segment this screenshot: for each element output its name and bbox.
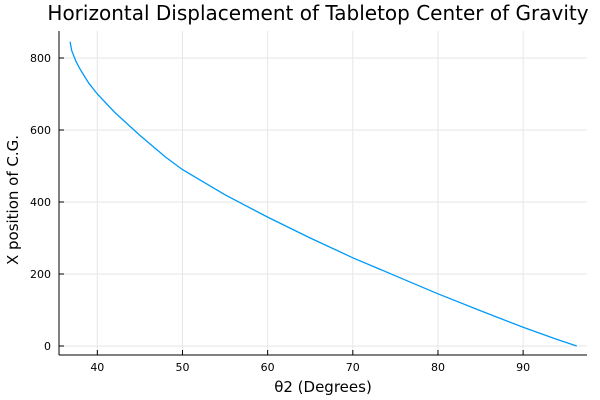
x-tick-label: 40	[90, 361, 104, 374]
ticks: 40 50 60 70 80 90 0 200 400 600 800	[30, 52, 530, 374]
chart-title: Horizontal Displacement of Tabletop Cent…	[47, 1, 588, 25]
x-tick-label: 90	[516, 361, 530, 374]
y-tick-label: 400	[30, 196, 51, 209]
y-tick-label: 0	[44, 340, 51, 353]
grid	[59, 31, 587, 355]
y-tick-label: 600	[30, 124, 51, 137]
series	[69, 41, 577, 347]
y-tick-label: 800	[30, 52, 51, 65]
x-tick-label: 70	[346, 361, 360, 374]
y-tick-label: 200	[30, 268, 51, 281]
series-line	[69, 41, 577, 347]
x-tick-label: 80	[431, 361, 445, 374]
axes	[58, 31, 587, 356]
y-axis-label: X position of C.G.	[4, 135, 22, 265]
x-tick-label: 60	[261, 361, 275, 374]
x-tick-label: 50	[175, 361, 189, 374]
x-axis-label: θ2 (Degrees)	[274, 378, 372, 396]
